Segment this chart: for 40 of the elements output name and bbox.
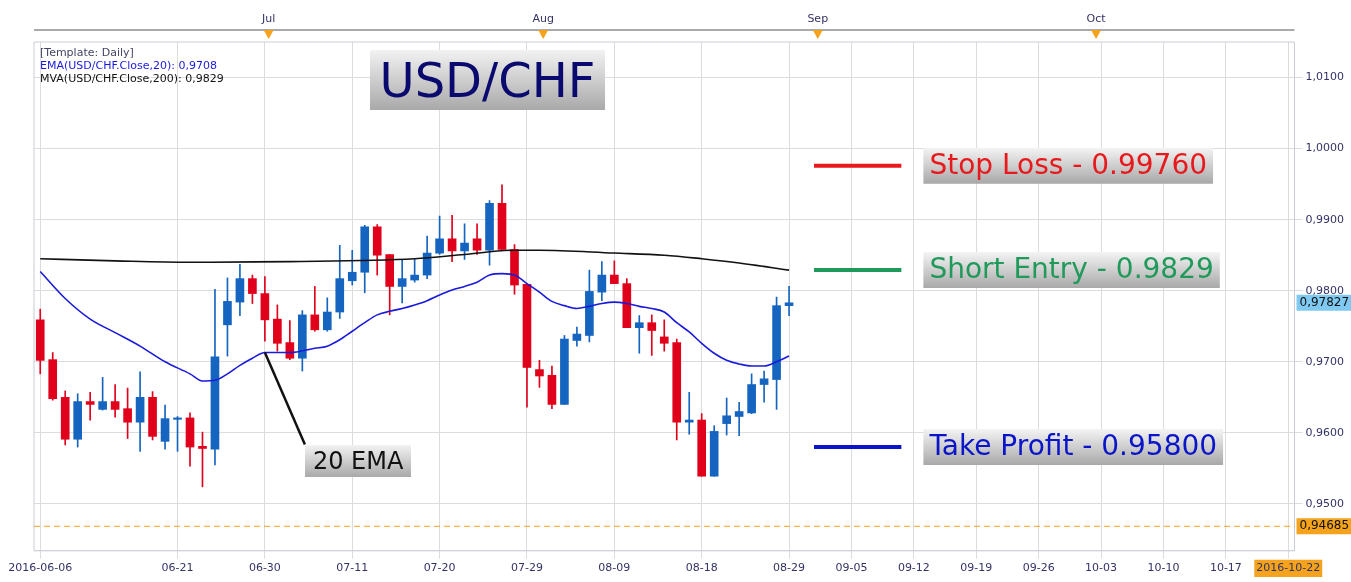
- x-tick-label: 10-17: [1209, 561, 1242, 575]
- text: Sep: [807, 12, 829, 25]
- ref-line-label: Short Entry - 0.9829: [929, 252, 1214, 286]
- y-tick-label: 1,0000: [1305, 141, 1345, 155]
- text: MVA(USD/CHF.Close,200): 0,9829: [40, 72, 224, 85]
- x-tick-label: 07-29: [510, 561, 543, 575]
- text: EMA(USD/CHF.Close,20): 0,9708: [40, 59, 218, 72]
- x-tick-label: 10-03: [1085, 561, 1118, 575]
- annotation: 20 EMA: [304, 444, 412, 477]
- y-tick-label: 0,9600: [1305, 425, 1345, 439]
- text: Oct: [1086, 12, 1106, 25]
- chart-title: USD/CHF: [369, 50, 606, 110]
- text: Jul: [261, 12, 276, 25]
- y-tick-label: 0,9800: [1305, 283, 1345, 297]
- x-tick-label: 08-29: [773, 561, 806, 575]
- x-tick-label: 09-19: [960, 561, 993, 575]
- y-tick-label: 0,9900: [1305, 212, 1345, 226]
- x-tick-label: 06-21: [161, 561, 194, 575]
- x-tick-label: 09-26: [1022, 561, 1055, 575]
- ref-line-label: Stop Loss - 0.99760: [929, 147, 1208, 181]
- x-tick-label: 2016-06-06: [8, 561, 73, 575]
- line-series: [39, 270, 790, 382]
- x-tick-label: 09-05: [835, 561, 868, 575]
- legend-title: [Template: Daily]: [40, 46, 135, 59]
- y-tick-label: 1,0100: [1305, 70, 1345, 84]
- x-tick-label: 07-11: [336, 561, 369, 575]
- text: Aug: [532, 12, 554, 25]
- x-tick-label: 08-09: [598, 561, 631, 575]
- ref-line-label: 0,94685: [1299, 518, 1350, 533]
- x-tick-label: 2016-10-22: [1256, 561, 1321, 575]
- y-tick-label: 0,9700: [1305, 354, 1345, 368]
- x-tick-label: 07-20: [423, 561, 456, 575]
- x-tick-label: 06-30: [248, 561, 281, 575]
- x-tick-label: 09-12: [897, 561, 930, 575]
- x-tick-label: 10-10: [1147, 561, 1180, 575]
- y-tick-label: 0,9500: [1305, 496, 1345, 510]
- text: 0,97827: [1299, 294, 1350, 309]
- line-series: [39, 249, 790, 271]
- ref-line-label: Take Profit - 0.95800: [928, 429, 1218, 463]
- x-tick-label: 08-18: [685, 561, 718, 575]
